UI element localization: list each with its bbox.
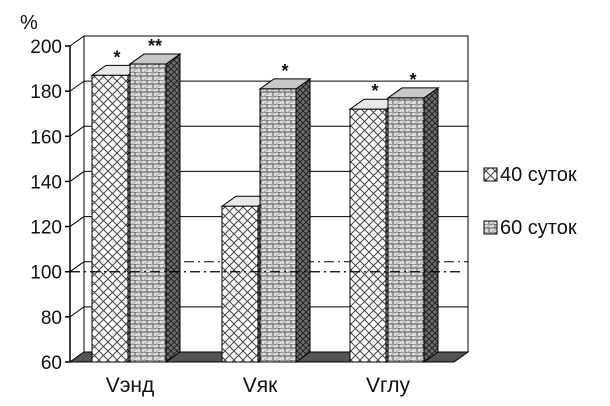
y-tick-label: 200: [30, 37, 62, 58]
bar-side: [423, 86, 439, 363]
gridline-depth: [69, 216, 85, 227]
bar-side: [295, 77, 311, 363]
y-axis-unit-label: %: [20, 12, 38, 34]
gridline-depth: [69, 306, 85, 318]
y-tick-label: 60: [41, 353, 62, 374]
x-tick-label: Vэнд: [106, 374, 155, 397]
significance-annotation: **: [148, 36, 162, 56]
bar-front: [349, 108, 387, 363]
bar-front: [221, 205, 259, 363]
legend-entry-1: 60 суток: [483, 217, 577, 239]
gridline-depth: [69, 80, 85, 92]
significance-annotation: *: [113, 47, 120, 67]
bar-front: [129, 63, 167, 363]
legend-label: 40 суток: [500, 164, 577, 186]
bar-front: [259, 88, 297, 363]
y-tick-label: 160: [30, 127, 62, 148]
legend-entry-0: 40 суток: [483, 164, 577, 186]
significance-annotation: *: [409, 70, 416, 90]
y-tick-label: 140: [30, 172, 62, 193]
y-tick-label: 180: [30, 82, 62, 103]
gridline-depth: [69, 171, 85, 182]
y-tick-label: 120: [30, 218, 62, 239]
x-tick-label: Vяк: [243, 374, 278, 397]
legend-swatch: [483, 167, 498, 182]
significance-annotation: *: [371, 81, 378, 101]
bar-front: [387, 97, 425, 363]
bar-1-1: [258, 77, 312, 363]
bar-2-1: [386, 86, 440, 363]
gridline-depth: [69, 261, 85, 273]
x-tick-label: Vглу: [366, 374, 410, 397]
bar-0-1: [128, 53, 182, 363]
y-tick-label: 100: [30, 263, 62, 284]
gridline-depth: [69, 35, 85, 47]
legend-label: 60 суток: [500, 217, 577, 239]
y-tick-label: 80: [41, 308, 62, 329]
significance-annotation: *: [281, 61, 288, 81]
legend-swatch: [483, 220, 498, 235]
gridline-depth: [69, 125, 85, 137]
bar-side: [165, 53, 181, 363]
bar-front: [91, 74, 129, 363]
